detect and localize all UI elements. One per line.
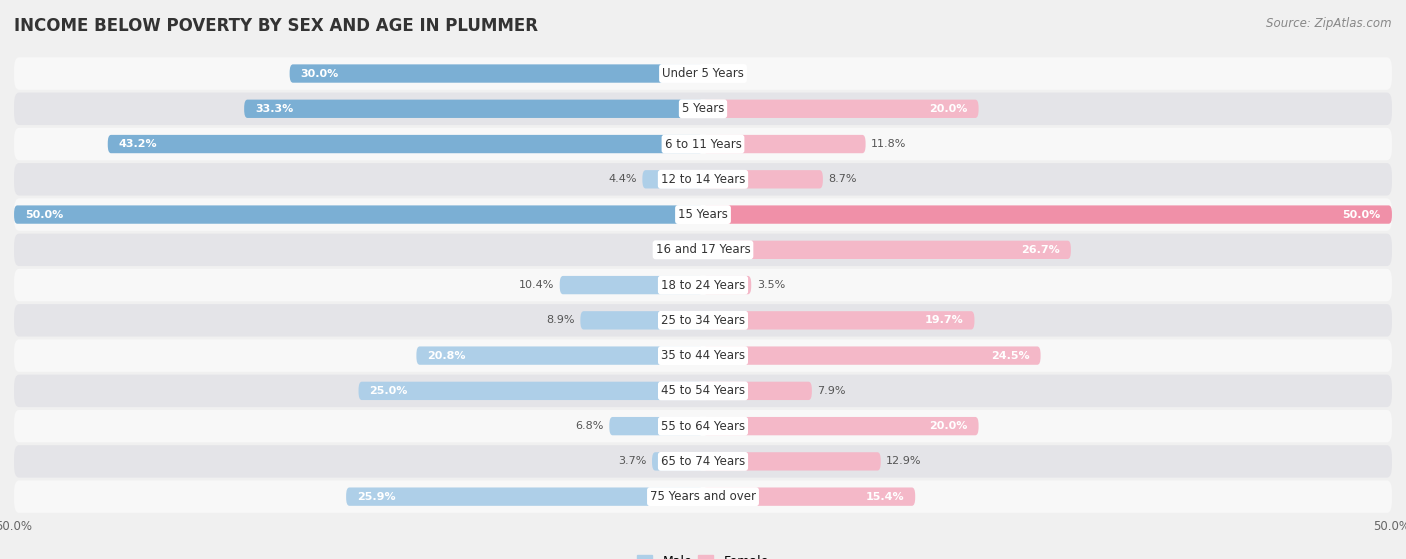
FancyBboxPatch shape: [703, 100, 979, 118]
FancyBboxPatch shape: [14, 339, 1392, 372]
Text: 65 to 74 Years: 65 to 74 Years: [661, 455, 745, 468]
Text: 3.7%: 3.7%: [619, 456, 647, 466]
FancyBboxPatch shape: [346, 487, 703, 506]
FancyBboxPatch shape: [703, 135, 866, 153]
Text: 12.9%: 12.9%: [886, 456, 922, 466]
FancyBboxPatch shape: [14, 269, 1392, 301]
Text: 25.0%: 25.0%: [370, 386, 408, 396]
FancyBboxPatch shape: [560, 276, 703, 294]
Text: 16 and 17 Years: 16 and 17 Years: [655, 243, 751, 257]
Text: 50.0%: 50.0%: [25, 210, 63, 220]
Text: 19.7%: 19.7%: [925, 315, 963, 325]
Legend: Male, Female: Male, Female: [637, 555, 769, 559]
FancyBboxPatch shape: [14, 198, 1392, 231]
Text: 5 Years: 5 Years: [682, 102, 724, 115]
FancyBboxPatch shape: [14, 410, 1392, 442]
Text: 20.8%: 20.8%: [427, 350, 465, 361]
Text: 0.0%: 0.0%: [669, 245, 697, 255]
Text: 45 to 54 Years: 45 to 54 Years: [661, 385, 745, 397]
FancyBboxPatch shape: [703, 241, 1071, 259]
Text: 43.2%: 43.2%: [118, 139, 157, 149]
FancyBboxPatch shape: [703, 347, 1040, 365]
Text: 3.5%: 3.5%: [756, 280, 785, 290]
Text: 24.5%: 24.5%: [991, 350, 1029, 361]
Text: 4.4%: 4.4%: [609, 174, 637, 184]
Text: 26.7%: 26.7%: [1021, 245, 1060, 255]
FancyBboxPatch shape: [652, 452, 703, 471]
Text: INCOME BELOW POVERTY BY SEX AND AGE IN PLUMMER: INCOME BELOW POVERTY BY SEX AND AGE IN P…: [14, 17, 538, 35]
FancyBboxPatch shape: [14, 93, 1392, 125]
Text: 25.9%: 25.9%: [357, 492, 395, 501]
Text: Source: ZipAtlas.com: Source: ZipAtlas.com: [1267, 17, 1392, 30]
Text: 20.0%: 20.0%: [929, 104, 967, 114]
Text: 6 to 11 Years: 6 to 11 Years: [665, 138, 741, 150]
Text: 12 to 14 Years: 12 to 14 Years: [661, 173, 745, 186]
Text: 6.8%: 6.8%: [575, 421, 603, 431]
Text: 15.4%: 15.4%: [866, 492, 904, 501]
Text: 11.8%: 11.8%: [872, 139, 907, 149]
Text: 8.7%: 8.7%: [828, 174, 856, 184]
FancyBboxPatch shape: [643, 170, 703, 188]
FancyBboxPatch shape: [609, 417, 703, 435]
Text: 33.3%: 33.3%: [254, 104, 294, 114]
FancyBboxPatch shape: [14, 445, 1392, 477]
FancyBboxPatch shape: [290, 64, 703, 83]
FancyBboxPatch shape: [703, 382, 811, 400]
Text: 15 Years: 15 Years: [678, 208, 728, 221]
Text: 7.9%: 7.9%: [817, 386, 846, 396]
FancyBboxPatch shape: [245, 100, 703, 118]
Text: 8.9%: 8.9%: [547, 315, 575, 325]
Text: 75 Years and over: 75 Years and over: [650, 490, 756, 503]
Text: 25 to 34 Years: 25 to 34 Years: [661, 314, 745, 327]
FancyBboxPatch shape: [14, 375, 1392, 407]
Text: 35 to 44 Years: 35 to 44 Years: [661, 349, 745, 362]
FancyBboxPatch shape: [14, 480, 1392, 513]
FancyBboxPatch shape: [703, 487, 915, 506]
FancyBboxPatch shape: [703, 276, 751, 294]
FancyBboxPatch shape: [14, 304, 1392, 337]
FancyBboxPatch shape: [703, 452, 880, 471]
Text: 18 to 24 Years: 18 to 24 Years: [661, 278, 745, 292]
FancyBboxPatch shape: [14, 163, 1392, 196]
FancyBboxPatch shape: [108, 135, 703, 153]
Text: Under 5 Years: Under 5 Years: [662, 67, 744, 80]
Text: 20.0%: 20.0%: [929, 421, 967, 431]
Text: 50.0%: 50.0%: [1343, 210, 1381, 220]
FancyBboxPatch shape: [14, 58, 1392, 90]
Text: 10.4%: 10.4%: [519, 280, 554, 290]
FancyBboxPatch shape: [703, 417, 979, 435]
FancyBboxPatch shape: [703, 311, 974, 329]
FancyBboxPatch shape: [14, 205, 703, 224]
Text: 30.0%: 30.0%: [301, 69, 339, 78]
FancyBboxPatch shape: [14, 234, 1392, 266]
FancyBboxPatch shape: [703, 170, 823, 188]
Text: 55 to 64 Years: 55 to 64 Years: [661, 420, 745, 433]
Text: 0.0%: 0.0%: [709, 69, 737, 78]
FancyBboxPatch shape: [416, 347, 703, 365]
FancyBboxPatch shape: [703, 205, 1392, 224]
FancyBboxPatch shape: [14, 128, 1392, 160]
FancyBboxPatch shape: [581, 311, 703, 329]
FancyBboxPatch shape: [359, 382, 703, 400]
